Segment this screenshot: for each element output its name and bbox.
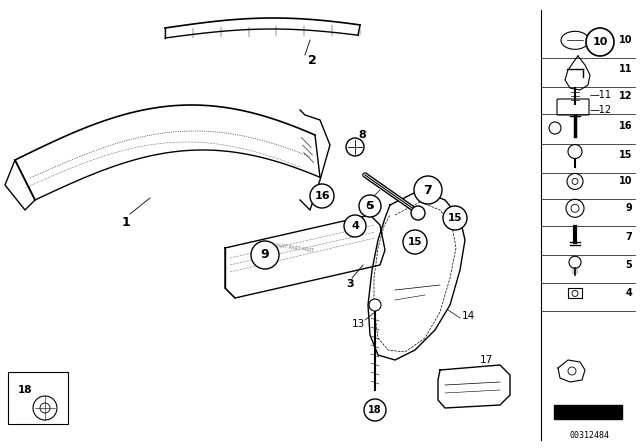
Circle shape xyxy=(403,230,427,254)
Circle shape xyxy=(364,399,386,421)
Text: 3: 3 xyxy=(346,279,354,289)
Bar xyxy=(8,372,68,424)
Text: 17: 17 xyxy=(480,355,493,365)
Circle shape xyxy=(414,176,442,204)
Text: 7: 7 xyxy=(424,184,433,197)
Circle shape xyxy=(346,138,364,156)
Circle shape xyxy=(359,195,381,217)
Text: 12: 12 xyxy=(618,91,632,101)
Text: 13: 13 xyxy=(352,319,365,329)
Text: 15: 15 xyxy=(408,237,422,247)
Circle shape xyxy=(369,299,381,311)
Text: 8: 8 xyxy=(358,130,365,140)
Text: 1: 1 xyxy=(122,215,131,228)
Text: 18: 18 xyxy=(18,385,33,395)
Bar xyxy=(568,289,582,298)
Text: 4: 4 xyxy=(625,289,632,298)
Text: 9: 9 xyxy=(625,203,632,213)
Text: PART PART PART: PART PART PART xyxy=(275,243,315,253)
Text: 16: 16 xyxy=(314,191,330,201)
Text: 15: 15 xyxy=(618,150,632,159)
Text: 5: 5 xyxy=(366,201,374,211)
Text: 9: 9 xyxy=(260,249,269,262)
Text: 5: 5 xyxy=(625,260,632,270)
Text: 10: 10 xyxy=(618,35,632,45)
Text: 18: 18 xyxy=(368,405,382,415)
Bar xyxy=(554,405,622,419)
Text: 10: 10 xyxy=(592,37,608,47)
Text: 11: 11 xyxy=(618,65,632,74)
Text: —11: —11 xyxy=(590,90,612,100)
Circle shape xyxy=(443,206,467,230)
Text: 16: 16 xyxy=(618,121,632,131)
Text: 15: 15 xyxy=(448,213,462,223)
Text: 4: 4 xyxy=(351,221,359,231)
Text: 2: 2 xyxy=(308,53,317,66)
Circle shape xyxy=(586,28,614,56)
Text: 14: 14 xyxy=(462,311,476,321)
Text: 7: 7 xyxy=(625,232,632,241)
Text: 6: 6 xyxy=(365,201,372,211)
Text: —12: —12 xyxy=(590,105,612,115)
Circle shape xyxy=(310,184,334,208)
Text: 10: 10 xyxy=(618,177,632,186)
Circle shape xyxy=(251,241,279,269)
Circle shape xyxy=(344,215,366,237)
Text: 00312484: 00312484 xyxy=(570,431,610,440)
Circle shape xyxy=(411,206,425,220)
